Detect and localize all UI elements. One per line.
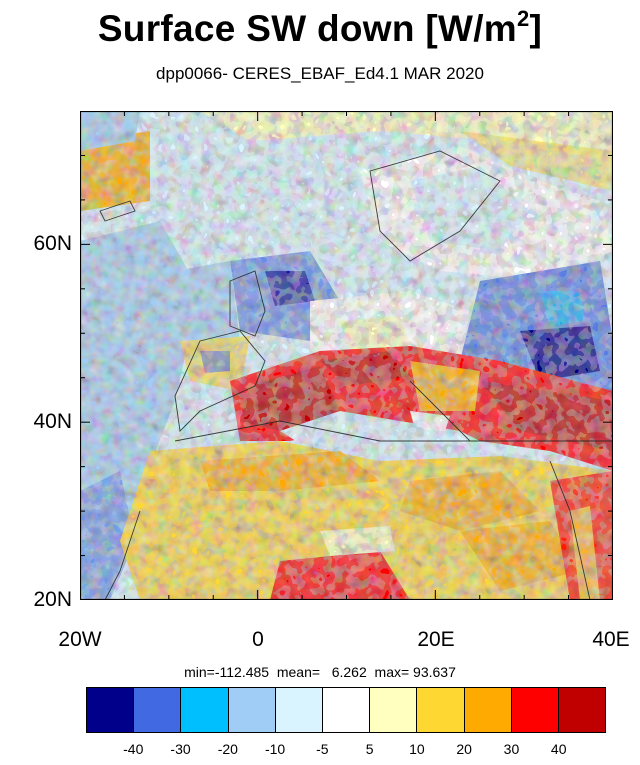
x-tick-20e: 20E <box>417 628 455 651</box>
colorbar-label: -20 <box>217 741 238 757</box>
y-tick-40n: 40N <box>33 410 72 433</box>
stats-line: min=-112.485 mean= 6.262 max= 93.637 <box>184 664 456 680</box>
title-superscript: 2 <box>517 6 530 31</box>
colorbar-swatch <box>417 688 465 732</box>
colorbar-swatch <box>558 688 606 732</box>
colorbar-label: -40 <box>123 741 144 757</box>
title-main: Surface SW down [W/m <box>97 8 517 49</box>
map-title: Surface SW down [W/m2] <box>0 6 640 50</box>
anomaly-map <box>80 111 613 600</box>
colorbar-label: 40 <box>550 741 567 757</box>
y-tick-20n: 20N <box>33 588 72 611</box>
colorbar-label: -30 <box>170 741 191 757</box>
colorbar-label: -5 <box>316 741 329 757</box>
colorbar-label: 5 <box>365 741 374 757</box>
x-tick-40e: 40E <box>592 628 630 651</box>
map-subtitle: dpp0066- CERES_EBAF_Ed4.1 MAR 2020 <box>156 64 484 83</box>
coastlines <box>99 150 613 600</box>
colorbar-label: 30 <box>503 741 520 757</box>
colorbar-swatch <box>228 688 276 732</box>
colorbar <box>86 687 606 733</box>
title-end: ] <box>529 8 543 49</box>
colorbar-label: 20 <box>456 741 472 757</box>
map-field <box>80 111 613 600</box>
x-tick-20w: 20W <box>58 628 102 651</box>
y-tick-60n: 60N <box>33 232 72 255</box>
colorbar-label: -10 <box>264 741 286 757</box>
colorbar-swatch <box>370 688 418 732</box>
colorbar-swatch <box>87 688 135 732</box>
colorbar-swatch <box>181 688 229 732</box>
x-tick-0: 0 <box>252 628 264 651</box>
colorbar-swatch <box>275 688 323 732</box>
axis-ticks <box>80 111 613 600</box>
colorbar-swatch <box>134 688 182 732</box>
colorbar-label: 10 <box>409 741 425 757</box>
colorbar-swatch <box>322 688 371 732</box>
colorbar-swatch <box>511 688 559 732</box>
colorbar-swatch <box>464 688 512 732</box>
